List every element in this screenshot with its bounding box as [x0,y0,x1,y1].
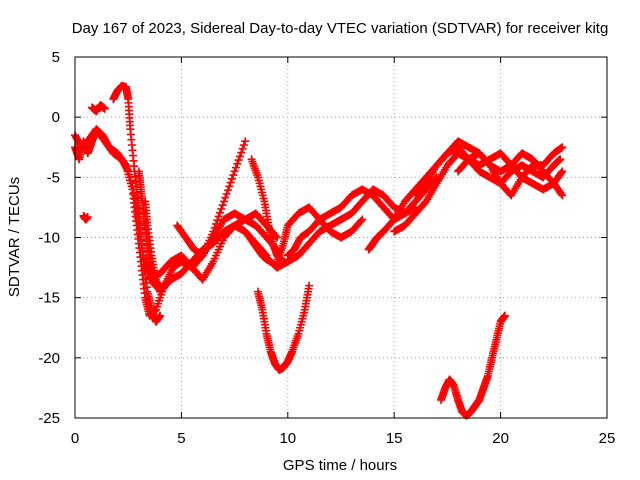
data-point [237,148,246,157]
x-tick-label: 20 [492,430,509,447]
data-point [83,213,92,222]
series-track-18 [454,143,567,200]
data-point [235,152,244,161]
data-point [100,104,109,113]
data-point [556,155,565,164]
series-track-12 [273,203,367,266]
data-point [238,144,247,153]
data-point [222,189,231,198]
data-point [241,137,250,146]
x-tick-label: 10 [279,430,296,447]
series-track-17 [437,311,509,420]
data-point [305,281,314,290]
x-tick-label: 25 [599,430,616,447]
data-point [558,143,567,152]
data-point [558,191,567,200]
chart-title: Day 167 of 2023, Sidereal Day-to-day VTE… [72,20,609,37]
data-point [358,215,367,224]
y-tick-label: 0 [52,109,60,126]
x-axis-ticks: 0 5 10 15 20 25 [71,57,616,447]
data-point [239,140,248,149]
data-point [215,208,224,217]
data-point [218,201,227,210]
series-track-16 [411,137,567,200]
y-axis-label: SDTVAR / TECUs [6,177,23,297]
data-point [356,216,365,225]
data-point [221,193,230,202]
data-point [214,212,223,221]
series-track-4 [88,101,109,116]
x-tick-label: 15 [386,430,403,447]
data-point [217,204,226,213]
data-point [500,311,509,320]
data-point [219,197,228,206]
series-track-5 [109,81,165,326]
data-point [558,167,567,176]
data-point [557,168,566,177]
data-point [230,167,239,176]
data-point [156,311,165,320]
data-point [231,163,240,172]
x-tick-label: 0 [71,430,79,447]
y-tick-label: -5 [47,169,60,186]
data-point [234,156,243,165]
data-point [229,171,238,180]
y-axis-ticks: 5 0 -5 -10 -15 -20 -25 [38,49,607,427]
data-point [223,186,232,195]
data-series [71,81,567,420]
y-tick-label: -15 [38,290,60,307]
x-axis-label: GPS time / hours [283,457,397,474]
x-tick-label: 5 [177,430,185,447]
y-tick-label: 5 [52,49,60,66]
y-tick-label: -10 [38,230,60,247]
data-point [225,182,234,191]
data-point [557,189,566,198]
y-tick-label: -20 [38,350,60,367]
data-point [233,159,242,168]
data-point [227,174,236,183]
series-track-11 [254,281,314,374]
data-point [226,178,235,187]
y-tick-label: -25 [38,410,60,427]
series-track-3 [79,211,92,224]
